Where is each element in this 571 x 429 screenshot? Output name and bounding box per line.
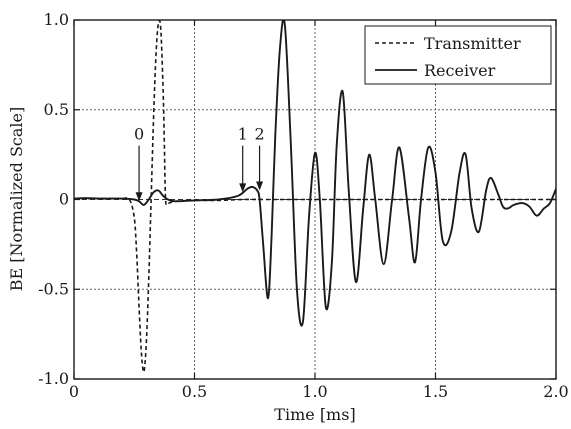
series-lines	[74, 20, 556, 373]
x-axis-title: Time [ms]	[274, 405, 355, 424]
x-tick-label: 0.5	[182, 382, 207, 401]
axis-ticks	[73, 19, 557, 380]
y-tick-label: 0.5	[44, 100, 69, 119]
y-tick-label: -1.0	[38, 369, 69, 388]
series-line-transmitter	[74, 20, 556, 373]
annotation-arrow-head	[239, 183, 247, 193]
x-tick-label: 1.5	[423, 382, 448, 401]
tick-labels: 0 0.5 1.0 1.5 2.0 -1.0 -0.5 0 0.5 1.0	[38, 10, 569, 401]
x-tick-label: 0	[69, 382, 79, 401]
legend-label-transmitter: Transmitter	[424, 34, 521, 53]
x-tick-label: 1.0	[302, 382, 327, 401]
y-tick-label: -0.5	[38, 279, 69, 298]
y-tick-label: 1.0	[44, 10, 69, 29]
annotation-label: 0	[134, 125, 144, 144]
legend: Transmitter Receiver	[364, 25, 552, 85]
annotation-label: 2	[254, 125, 264, 144]
legend-box	[364, 25, 552, 85]
y-axis-title: BE [Normalized Scale]	[7, 107, 26, 292]
x-tick-label: 2.0	[543, 382, 568, 401]
annotation-arrow-head	[135, 192, 143, 202]
legend-label-receiver: Receiver	[424, 61, 496, 80]
series-line-receiver	[74, 20, 556, 327]
y-tick-label: 0	[59, 190, 69, 209]
annotation-label: 1	[238, 125, 248, 144]
annotation-arrow-head	[256, 181, 264, 191]
